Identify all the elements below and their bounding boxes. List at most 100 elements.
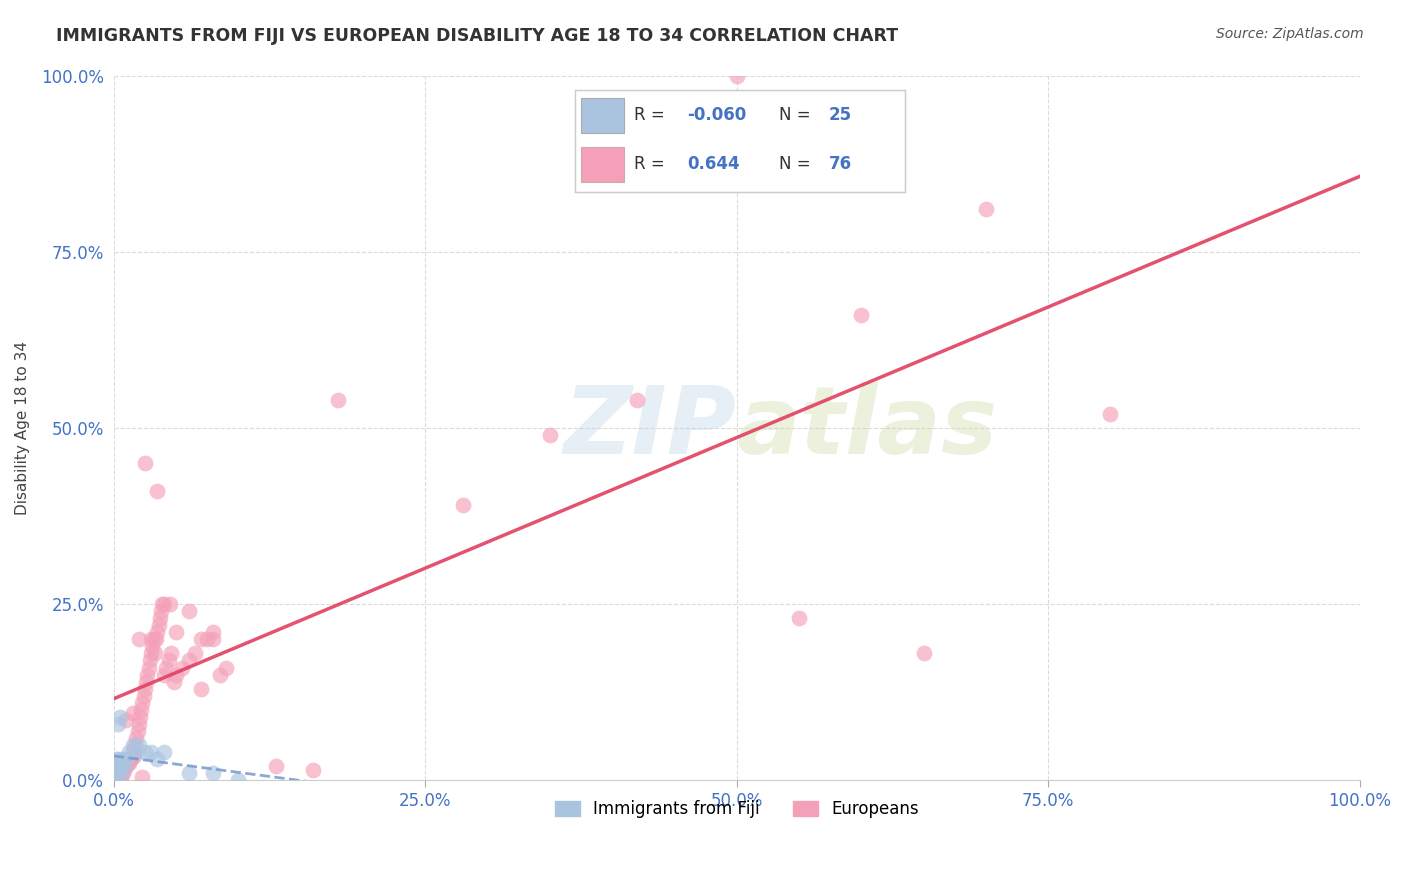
Point bbox=[152, 745, 174, 759]
Point bbox=[912, 647, 935, 661]
Point bbox=[107, 759, 129, 773]
Point bbox=[146, 484, 169, 499]
Point bbox=[108, 766, 131, 780]
Point bbox=[110, 766, 132, 780]
Point bbox=[141, 640, 163, 654]
Text: atlas: atlas bbox=[737, 382, 998, 474]
Point bbox=[134, 681, 156, 696]
Point bbox=[111, 752, 134, 766]
Point bbox=[228, 773, 250, 788]
Point bbox=[146, 752, 169, 766]
Point bbox=[124, 738, 146, 752]
Point bbox=[131, 696, 153, 710]
Point bbox=[725, 69, 748, 83]
Point bbox=[105, 752, 128, 766]
Point bbox=[451, 499, 474, 513]
Point bbox=[114, 759, 136, 773]
Point bbox=[184, 647, 207, 661]
Point bbox=[128, 717, 150, 731]
Point bbox=[152, 597, 174, 611]
Point bbox=[136, 667, 159, 681]
Point bbox=[626, 392, 648, 407]
Point bbox=[190, 681, 212, 696]
Point bbox=[105, 766, 128, 780]
Point bbox=[165, 625, 187, 640]
Point bbox=[1099, 407, 1122, 421]
Point bbox=[129, 703, 152, 717]
Point bbox=[215, 660, 238, 674]
Point bbox=[108, 752, 131, 766]
Point bbox=[177, 766, 200, 780]
Point bbox=[108, 759, 131, 773]
Point bbox=[118, 752, 141, 766]
Point bbox=[107, 766, 129, 780]
Point bbox=[208, 667, 231, 681]
Point bbox=[152, 667, 174, 681]
Point bbox=[121, 706, 143, 721]
Point bbox=[108, 763, 131, 777]
Point bbox=[148, 618, 170, 632]
Point bbox=[112, 763, 135, 777]
Point bbox=[132, 689, 155, 703]
Point bbox=[202, 625, 225, 640]
Point bbox=[138, 660, 160, 674]
Point bbox=[146, 625, 169, 640]
Point bbox=[131, 770, 153, 784]
Point bbox=[160, 647, 183, 661]
Point bbox=[134, 745, 156, 759]
Point bbox=[122, 748, 145, 763]
Point bbox=[202, 766, 225, 780]
Point bbox=[195, 632, 218, 647]
Point bbox=[142, 632, 165, 647]
Point bbox=[177, 653, 200, 667]
Point bbox=[143, 647, 166, 661]
Point bbox=[202, 632, 225, 647]
Point bbox=[190, 632, 212, 647]
Point bbox=[302, 763, 325, 777]
Point bbox=[108, 710, 131, 724]
Point bbox=[118, 756, 141, 770]
Point bbox=[150, 604, 173, 618]
Y-axis label: Disability Age 18 to 34: Disability Age 18 to 34 bbox=[15, 341, 30, 515]
Point bbox=[264, 759, 287, 773]
Point bbox=[110, 770, 132, 784]
Point bbox=[115, 759, 138, 773]
Point bbox=[162, 674, 184, 689]
Point bbox=[851, 308, 873, 322]
Point bbox=[155, 660, 177, 674]
Point bbox=[149, 611, 172, 625]
Point bbox=[177, 604, 200, 618]
Point bbox=[139, 653, 162, 667]
Point bbox=[145, 632, 167, 647]
Point bbox=[538, 428, 561, 442]
Point bbox=[115, 714, 138, 728]
Point bbox=[118, 745, 141, 759]
Point bbox=[159, 597, 181, 611]
Point bbox=[129, 710, 152, 724]
Point bbox=[787, 611, 810, 625]
Point bbox=[172, 660, 194, 674]
Point bbox=[141, 632, 163, 647]
Point bbox=[112, 759, 135, 773]
Point bbox=[121, 738, 143, 752]
Point bbox=[157, 653, 180, 667]
Point bbox=[104, 759, 127, 773]
Text: IMMIGRANTS FROM FIJI VS EUROPEAN DISABILITY AGE 18 TO 34 CORRELATION CHART: IMMIGRANTS FROM FIJI VS EUROPEAN DISABIL… bbox=[56, 27, 898, 45]
Point bbox=[115, 752, 138, 766]
Point bbox=[165, 667, 187, 681]
Point bbox=[141, 647, 163, 661]
Point bbox=[104, 766, 127, 780]
Point bbox=[134, 456, 156, 470]
Point bbox=[128, 738, 150, 752]
Point bbox=[127, 723, 149, 738]
Legend: Immigrants from Fiji, Europeans: Immigrants from Fiji, Europeans bbox=[548, 794, 925, 825]
Point bbox=[125, 731, 148, 745]
Point bbox=[152, 597, 174, 611]
Point bbox=[120, 752, 142, 766]
Point bbox=[135, 674, 157, 689]
Point bbox=[103, 773, 125, 788]
Point bbox=[128, 632, 150, 647]
Point bbox=[117, 756, 139, 770]
Point bbox=[125, 745, 148, 759]
Point bbox=[107, 717, 129, 731]
